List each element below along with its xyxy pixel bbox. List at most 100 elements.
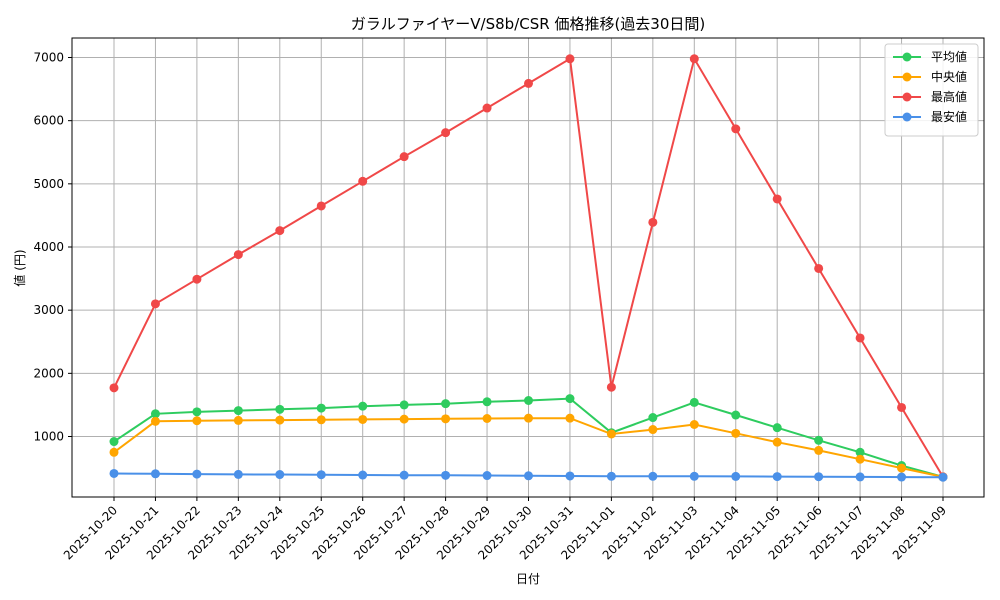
data-point bbox=[399, 414, 409, 424]
data-point bbox=[150, 416, 160, 426]
legend-item: 中央値 bbox=[893, 69, 967, 84]
data-point bbox=[316, 403, 326, 413]
data-point bbox=[606, 471, 616, 481]
data-point bbox=[399, 470, 409, 480]
data-point bbox=[524, 471, 533, 481]
data-point bbox=[524, 78, 533, 88]
legend-item: 最高値 bbox=[893, 89, 967, 104]
legend-item: 平均値 bbox=[893, 49, 967, 64]
y-tick-label: 4000 bbox=[33, 240, 64, 254]
data-point bbox=[316, 415, 326, 425]
data-point bbox=[565, 54, 575, 64]
data-point bbox=[482, 471, 492, 481]
data-point bbox=[524, 413, 533, 423]
data-point bbox=[192, 416, 202, 426]
data-point bbox=[233, 250, 243, 260]
x-axis: 2025-10-202025-10-212025-10-222025-10-23… bbox=[61, 497, 949, 562]
data-point bbox=[814, 445, 824, 455]
data-point bbox=[731, 410, 741, 420]
data-point bbox=[772, 194, 782, 204]
data-point bbox=[938, 472, 948, 482]
legend-swatch-marker bbox=[902, 92, 912, 102]
data-point bbox=[855, 333, 865, 343]
y-tick-label: 1000 bbox=[33, 430, 64, 444]
y-tick-label: 3000 bbox=[33, 303, 64, 317]
data-point bbox=[441, 470, 451, 480]
data-point bbox=[731, 471, 741, 481]
data-point bbox=[233, 469, 243, 479]
data-point bbox=[275, 415, 285, 425]
data-point bbox=[192, 274, 202, 284]
data-point bbox=[150, 299, 160, 309]
legend-label: 中央値 bbox=[931, 69, 967, 84]
data-point bbox=[855, 454, 865, 464]
grid bbox=[72, 38, 984, 497]
data-point bbox=[689, 54, 699, 64]
legend-swatch-marker bbox=[902, 72, 912, 82]
data-point bbox=[275, 226, 285, 236]
data-point bbox=[606, 382, 616, 392]
y-tick-label: 6000 bbox=[33, 114, 64, 128]
data-point bbox=[648, 217, 658, 227]
data-point bbox=[109, 468, 119, 478]
y-tick-label: 7000 bbox=[33, 51, 64, 65]
data-point bbox=[565, 413, 575, 423]
data-point bbox=[897, 463, 907, 473]
data-point bbox=[233, 415, 243, 425]
data-point bbox=[233, 406, 243, 416]
data-point bbox=[316, 470, 326, 480]
y-tick-label: 5000 bbox=[33, 177, 64, 191]
data-point bbox=[150, 409, 160, 419]
data-point bbox=[689, 397, 699, 407]
data-point bbox=[648, 413, 658, 423]
data-point bbox=[897, 472, 907, 482]
data-point bbox=[772, 423, 782, 433]
data-point bbox=[731, 428, 741, 438]
x-axis-label: 日付 bbox=[516, 572, 540, 586]
data-point bbox=[565, 394, 575, 404]
series-最安値 bbox=[109, 468, 948, 482]
data-point bbox=[316, 201, 326, 211]
data-point bbox=[192, 469, 202, 479]
data-point bbox=[109, 437, 119, 447]
data-point bbox=[358, 414, 368, 424]
data-point bbox=[482, 413, 492, 423]
data-point bbox=[441, 128, 451, 138]
data-point bbox=[648, 425, 658, 435]
data-point bbox=[482, 397, 492, 407]
data-point bbox=[192, 407, 202, 417]
series-最高値 bbox=[109, 54, 948, 482]
series-lines bbox=[109, 54, 948, 482]
y-axis: 1000 2000 3000 4000 5000 6000 7000 bbox=[33, 51, 72, 444]
data-point bbox=[772, 437, 782, 447]
legend-swatch-marker bbox=[902, 52, 912, 62]
data-point bbox=[358, 470, 368, 480]
data-point bbox=[772, 472, 782, 482]
data-point bbox=[565, 471, 575, 481]
data-point bbox=[689, 419, 699, 429]
data-point bbox=[814, 435, 824, 445]
data-point bbox=[441, 399, 451, 409]
legend-swatch-marker bbox=[902, 112, 912, 122]
y-tick-label: 2000 bbox=[33, 366, 64, 380]
data-point bbox=[897, 402, 907, 412]
legend-label: 最高値 bbox=[931, 89, 967, 104]
data-point bbox=[814, 472, 824, 482]
data-point bbox=[275, 404, 285, 414]
data-point bbox=[482, 103, 492, 113]
data-point bbox=[399, 152, 409, 162]
data-point bbox=[606, 429, 616, 439]
chart-title: ガラルファイヤーV/S8b/CSR 価格推移(過去30日間) bbox=[351, 15, 705, 33]
data-point bbox=[275, 470, 285, 480]
data-point bbox=[358, 176, 368, 186]
legend-item: 最安値 bbox=[893, 109, 967, 124]
data-point bbox=[441, 414, 451, 424]
data-point bbox=[855, 472, 865, 482]
data-point bbox=[150, 469, 160, 479]
data-point bbox=[524, 395, 533, 405]
data-point bbox=[109, 447, 119, 457]
data-point bbox=[731, 124, 741, 134]
data-point bbox=[399, 400, 409, 410]
